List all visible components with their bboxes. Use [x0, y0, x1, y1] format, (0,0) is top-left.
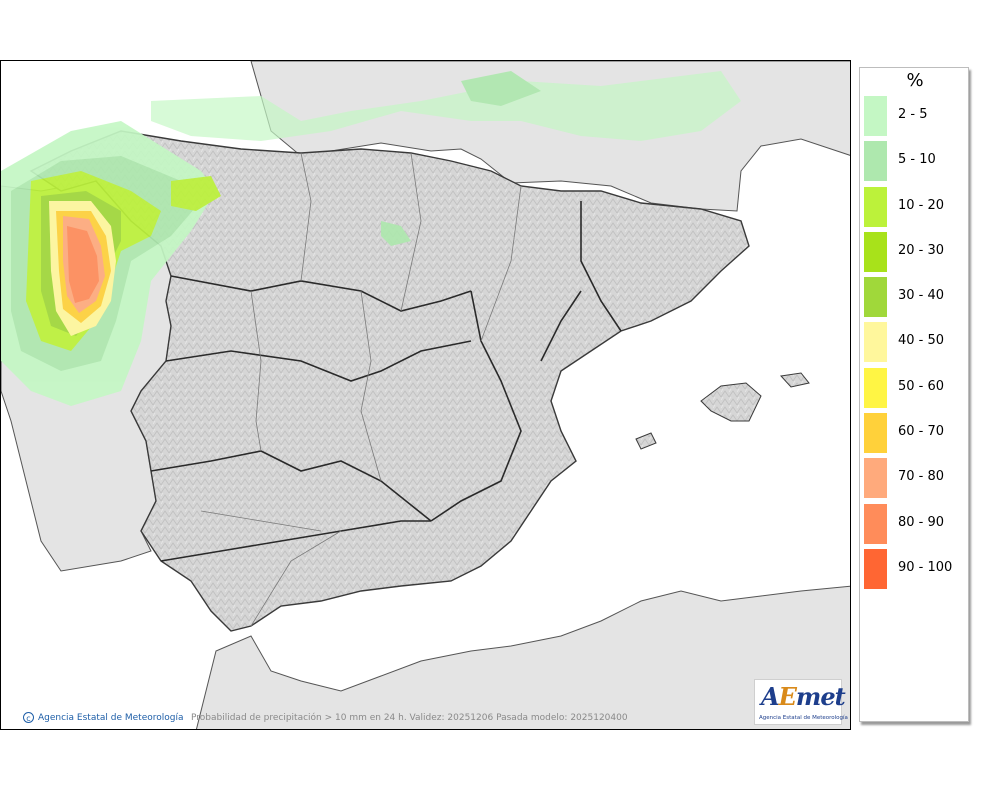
legend-swatch [864, 548, 887, 589]
legend-title: % [906, 70, 924, 91]
precipitation-overlay [1, 71, 741, 406]
legend-swatch [864, 503, 887, 544]
legend-label: 80 - 90 [898, 514, 945, 530]
legend-label: 20 - 30 [898, 242, 945, 258]
legend-label: 5 - 10 [898, 152, 936, 168]
legend-swatch [864, 96, 887, 136]
legend: % 2 - 5 5 - 10 10 - 20 20 - 30 30 - 40 4… [859, 67, 969, 722]
map-caption: Probabilidad de precipitación > 10 mm en… [191, 713, 628, 723]
forecast-map: c Agencia Estatal de Meteorología Probab… [0, 60, 851, 730]
mallorca [700, 382, 762, 422]
legend-swatch [864, 141, 887, 182]
legend-swatch [864, 231, 887, 272]
aemet-logo-subtitle: Agencia Estatal de Meteorología [759, 715, 848, 721]
legend-swatch [864, 367, 887, 408]
ibiza [635, 432, 657, 450]
aemet-logo-accent: E [778, 682, 797, 711]
spain-landmass [29, 130, 750, 632]
legend-label: 40 - 50 [898, 333, 945, 349]
africa-landmass [195, 585, 850, 729]
legend-swatch [864, 413, 887, 454]
legend-swatch [864, 277, 887, 318]
copyright-notice: c Agencia Estatal de Meteorología [23, 712, 184, 723]
legend-swatch [864, 458, 887, 499]
copyright-text: Agencia Estatal de Meteorología [38, 712, 184, 723]
legend-label: 70 - 80 [898, 469, 945, 485]
legend-label: 50 - 60 [898, 378, 945, 394]
copyright-icon: c [23, 712, 34, 723]
legend-swatch [864, 186, 887, 227]
map-svg [1, 61, 850, 729]
aemet-logo-prefix: A [761, 682, 780, 711]
legend-swatch [864, 322, 887, 363]
menorca [780, 372, 810, 388]
legend-label: 90 - 100 [898, 559, 953, 575]
legend-label: 10 - 20 [898, 197, 945, 213]
aemet-logo: AEmet Agencia Estatal de Meteorología [754, 679, 848, 725]
legend-label: 30 - 40 [898, 288, 945, 304]
aemet-logo-suffix: met [795, 682, 846, 711]
legend-label: 2 - 5 [898, 107, 928, 122]
legend-label: 60 - 70 [898, 424, 945, 440]
aemet-logo-wordmark: AEmet [761, 682, 846, 711]
